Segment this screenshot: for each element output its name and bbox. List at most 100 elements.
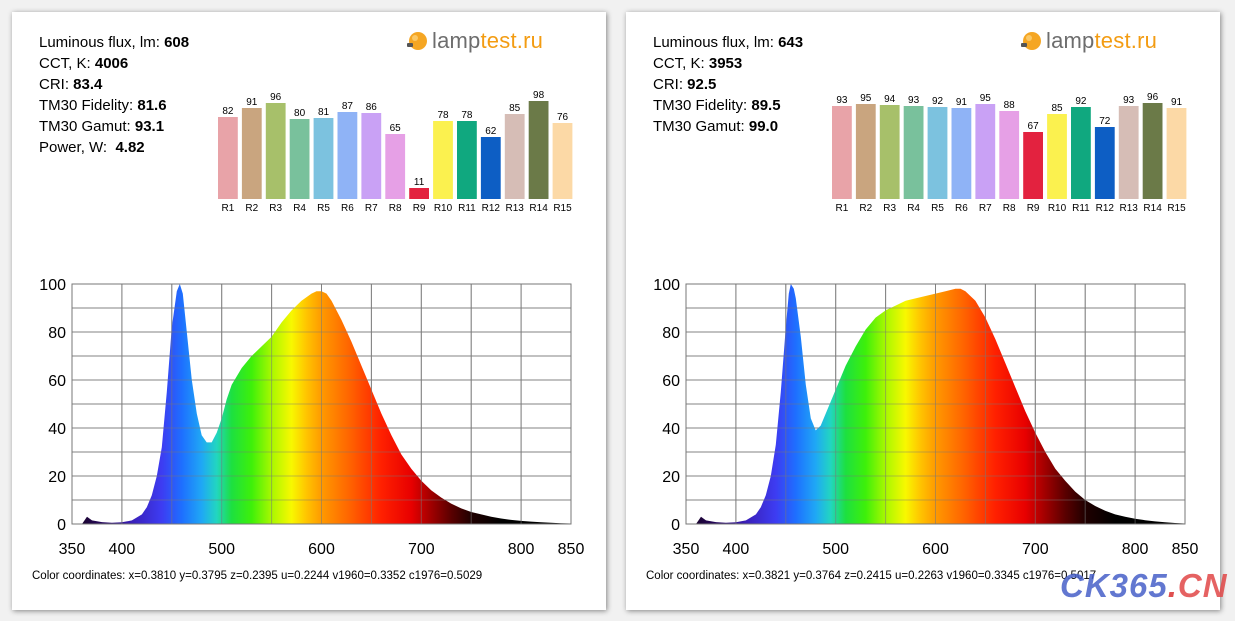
cri-value-label: 94 xyxy=(884,94,896,105)
cri-bar-r3 xyxy=(265,103,286,199)
cri-bar-r2 xyxy=(855,104,876,199)
cri-bar-r9 xyxy=(409,188,429,199)
cri-bar-r8 xyxy=(999,111,1020,199)
bulb-icon xyxy=(407,32,427,50)
cri-value-label: 87 xyxy=(342,101,354,112)
cri-value-label: 93 xyxy=(1123,95,1135,106)
cri-bar-r12 xyxy=(1094,127,1115,199)
cri-bar-r1 xyxy=(832,106,852,199)
cri-category-label: R11 xyxy=(1072,203,1090,214)
y-tick-label: 20 xyxy=(662,469,680,486)
y-tick-label: 40 xyxy=(48,421,66,438)
x-tick-label: 350 xyxy=(59,541,86,558)
cri-value-label: 76 xyxy=(557,112,569,123)
parameters-list: Luminous flux, lm: 608 CCT, K: 4006 CRI:… xyxy=(39,32,189,158)
param-value: 89.5 xyxy=(751,97,781,114)
x-tick-label: 400 xyxy=(109,541,136,558)
x-tick-label: 850 xyxy=(558,541,585,558)
y-tick-label: 0 xyxy=(57,517,66,534)
cri-bar-r2 xyxy=(241,108,262,199)
cri-value-label: 65 xyxy=(390,123,402,134)
param-luminous-flux: Luminous flux, lm: 608 xyxy=(39,34,190,51)
x-tick-label: 400 xyxy=(723,541,750,558)
x-tick-label: 850 xyxy=(1172,541,1199,558)
cri-bar-r5 xyxy=(927,107,948,199)
y-tick-label: 40 xyxy=(662,421,680,438)
cri-bar-r10 xyxy=(433,121,453,199)
y-tick-label: 80 xyxy=(48,325,66,342)
cri-category-label: R13 xyxy=(1120,203,1139,214)
cri-category-label: R14 xyxy=(529,203,548,214)
y-tick-label: 100 xyxy=(39,277,66,294)
x-tick-label: 600 xyxy=(308,541,335,558)
param-value: 4.82 xyxy=(115,139,145,156)
param-cri: CRI: 92.5 xyxy=(653,76,717,93)
cri-category-label: R5 xyxy=(317,203,330,214)
cri-value-label: 96 xyxy=(270,92,282,103)
cri-value-label: 72 xyxy=(1099,116,1111,127)
spectrum-area xyxy=(695,284,1185,524)
cri-bar-r14 xyxy=(528,101,549,199)
cri-category-label: R3 xyxy=(883,203,896,214)
cri-value-label: 85 xyxy=(509,103,521,114)
cri-category-label: R6 xyxy=(341,203,354,214)
cri-bar-r15 xyxy=(1166,108,1187,199)
cri-value-label: 96 xyxy=(1147,92,1159,103)
cri-value-label: 62 xyxy=(485,126,497,137)
param-tm30-fidelity: TM30 Fidelity: 89.5 xyxy=(653,97,781,114)
cri-bar-r5 xyxy=(313,118,334,199)
param-cct: CCT, K: 3953 xyxy=(653,55,743,72)
cri-value-label: 86 xyxy=(366,102,378,113)
cri-category-label: R15 xyxy=(1167,203,1186,214)
cri-value-label: 93 xyxy=(836,95,848,106)
cri-category-label: R11 xyxy=(458,203,476,214)
cri-value-label: 67 xyxy=(1028,121,1040,132)
cri-value-label: 85 xyxy=(1051,103,1063,114)
cri-category-label: R8 xyxy=(389,203,402,214)
ck365-watermark: CK365.CN xyxy=(1060,567,1228,604)
cri-category-label: R10 xyxy=(434,203,453,214)
cri-value-label: 88 xyxy=(1004,100,1016,111)
y-tick-label: 100 xyxy=(653,277,680,294)
cri-category-label: R12 xyxy=(482,203,501,214)
cri-bar-r4 xyxy=(289,119,310,199)
cri-category-label: R2 xyxy=(859,203,872,214)
lamptest-logo: lamptest.ru xyxy=(406,27,543,55)
cri-value-label: 91 xyxy=(246,97,258,108)
right-charts: 93 R1 95 R2 94 R3 93 R4 92 R5 91 R6 95 R7 88 R8 67 R9 85 R1… xyxy=(653,92,1199,558)
plot-frame xyxy=(71,283,572,525)
cri-category-label: R1 xyxy=(222,203,235,214)
x-tick-label: 500 xyxy=(208,541,235,558)
right-measurement-panel: Luminous flux, lm: 643 CCT, K: 3953 CRI:… xyxy=(626,12,1220,610)
cri-value-label: 78 xyxy=(461,110,473,121)
cri-bar-r7 xyxy=(361,113,382,199)
cri-category-label: R4 xyxy=(907,203,920,214)
cri-value-label: 81 xyxy=(318,107,330,118)
cri-category-label: R13 xyxy=(506,203,525,214)
param-value: 643 xyxy=(778,34,804,51)
cri-bar-r6 xyxy=(337,112,358,199)
cri-category-label: R12 xyxy=(1096,203,1115,214)
x-tick-label: 500 xyxy=(822,541,849,558)
cri-category-label: R6 xyxy=(955,203,968,214)
cri-bar-r6 xyxy=(951,108,972,199)
cri-category-label: R5 xyxy=(931,203,944,214)
cri-category-label: R1 xyxy=(836,203,849,214)
param-tm30-fidelity: TM30 Fidelity: 81.6 xyxy=(39,97,167,114)
cri-value-label: 92 xyxy=(932,96,944,107)
left-charts: 82 R1 91 R2 96 R3 80 R4 81 R5 87 R6 86 R7 65 R8 11 R9 78 R1… xyxy=(39,90,585,558)
cri-value-label: 95 xyxy=(980,93,992,104)
param-value: 4006 xyxy=(94,55,129,72)
param-value: 93.1 xyxy=(134,118,165,135)
param-value: 83.4 xyxy=(73,76,103,93)
cri-category-label: R14 xyxy=(1143,203,1162,214)
cri-category-label: R15 xyxy=(553,203,572,214)
cri-value-label: 93 xyxy=(908,95,920,106)
x-tick-label: 350 xyxy=(673,541,700,558)
cri-value-label: 82 xyxy=(222,106,234,117)
lamptest-logo: lamptest.ru xyxy=(1020,27,1157,55)
cri-value-label: 95 xyxy=(860,93,872,104)
bulb-icon xyxy=(1021,32,1041,50)
cri-value-label: 91 xyxy=(956,97,968,108)
cri-bar-r3 xyxy=(879,105,900,199)
